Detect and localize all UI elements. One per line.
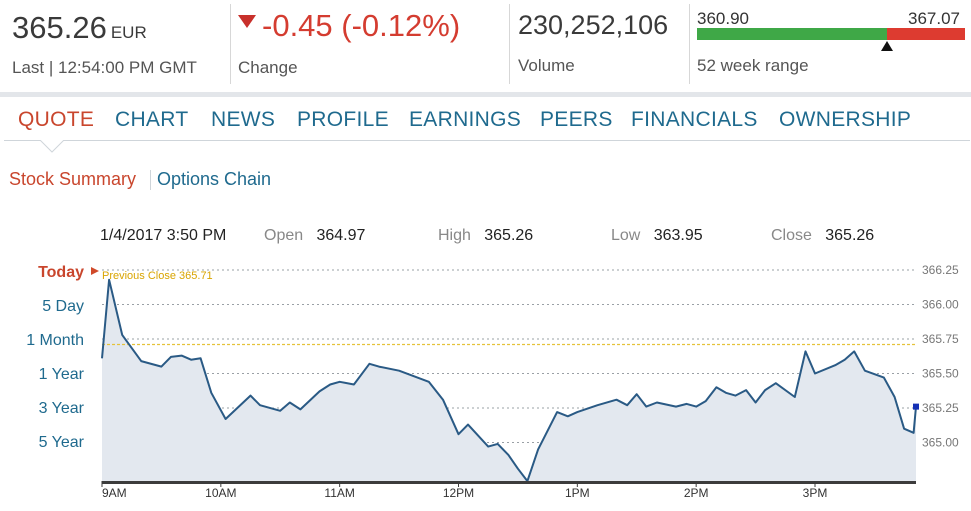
range-1-year[interactable]: 1 Year — [38, 366, 84, 383]
ohlc-open: Open 364.97 — [264, 227, 365, 245]
header-divider — [689, 4, 690, 84]
range-today[interactable]: Today — [38, 264, 84, 281]
header-divider — [230, 4, 231, 84]
tab-profile[interactable]: PROFILE — [297, 108, 389, 131]
close-value: 365.26 — [825, 227, 875, 244]
price-value: 365.26 — [12, 10, 107, 45]
price-area-fill — [102, 279, 916, 482]
x-tick-label: 9AM — [102, 486, 127, 500]
subtab-options-chain[interactable]: Options Chain — [157, 169, 272, 189]
ohlc-close: Close 365.26 — [771, 227, 874, 245]
y-tick-label: 365.50 — [922, 367, 959, 381]
tab-financials[interactable]: FINANCIALS — [631, 108, 758, 131]
change-label: Change — [238, 58, 298, 77]
tab-ownership[interactable]: OWNERSHIP — [779, 108, 912, 131]
volume-value: 230,252,106 — [518, 10, 669, 40]
ohlc-high: High 365.26 — [438, 227, 533, 245]
ohlc-datetime: 1/4/2017 3:50 PM — [100, 227, 226, 245]
range-bar-low-segment — [697, 28, 888, 40]
y-tick-label: 365.00 — [922, 436, 959, 450]
y-tick-label: 365.25 — [922, 401, 959, 415]
previous-close-label: Previous Close 365.71 — [102, 270, 213, 282]
x-tick-label: 2PM — [684, 486, 709, 500]
previous-close-arrow-icon — [91, 267, 99, 275]
price-change: -0.45 (-0.12%) — [238, 8, 460, 44]
header-divider — [509, 4, 510, 84]
range-position-marker-icon — [881, 41, 894, 51]
y-tick-label: 366.25 — [922, 263, 959, 277]
tab-chart[interactable]: CHART — [115, 108, 189, 131]
range-5-year[interactable]: 5 Year — [38, 434, 84, 451]
x-tick-label: 12PM — [443, 486, 474, 500]
last-price-marker — [913, 403, 919, 410]
close-label: Close — [771, 227, 812, 244]
x-tick-label: 3PM — [803, 486, 828, 500]
y-tick-label: 365.75 — [922, 332, 959, 346]
volume-label: Volume — [518, 56, 575, 75]
tab-quote[interactable]: QUOTE — [18, 108, 95, 131]
range-3-year[interactable]: 3 Year — [38, 400, 84, 417]
week52-range-bar — [697, 28, 965, 40]
high-value: 365.26 — [484, 227, 534, 244]
quote-header: 365.26 EUR Last | 12:54:00 PM GMT -0.45 (… — [0, 0, 971, 90]
range-high: 367.07 — [908, 9, 960, 28]
x-tick-label: 1PM — [565, 486, 590, 500]
y-tick-label: 366.00 — [922, 298, 959, 312]
open-label: Open — [264, 227, 304, 244]
x-axis-line — [102, 481, 916, 484]
tab-peers[interactable]: PEERS — [540, 108, 613, 131]
subtab-stock-summary[interactable]: Stock Summary — [9, 169, 137, 189]
ohlc-datetime-value: 1/4/2017 3:50 PM — [100, 227, 227, 244]
range-1-month[interactable]: 1 Month — [26, 332, 84, 349]
quote-tabs: QUOTE CHART NEWS PROFILE EARNINGS PEERS … — [0, 108, 971, 142]
change-value: -0.45 (-0.12%) — [262, 8, 461, 43]
active-tab-caret-icon — [40, 140, 64, 153]
subtab-separator — [150, 170, 151, 190]
currency-code: EUR — [110, 23, 147, 42]
range-bar-high-segment — [887, 28, 965, 40]
range-label: 52 week range — [697, 56, 809, 75]
tabs-rule — [4, 140, 970, 141]
high-label: High — [438, 227, 471, 244]
down-arrow-icon — [238, 14, 256, 28]
x-tick-label: 10AM — [205, 486, 236, 500]
tab-news[interactable]: NEWS — [211, 108, 276, 131]
range-low: 360.90 — [697, 9, 749, 28]
low-value: 363.95 — [653, 227, 703, 244]
tab-earnings[interactable]: EARNINGS — [409, 108, 522, 131]
x-tick-label: 11AM — [324, 486, 354, 500]
range-5-day[interactable]: 5 Day — [42, 298, 84, 315]
low-label: Low — [611, 227, 641, 244]
header-rule — [0, 92, 971, 97]
ohlc-low: Low 363.95 — [611, 227, 703, 245]
price-line — [101, 278, 917, 483]
intraday-price-chart: 366.25 366.00 365.75 365.50 365.25 365.00 Prev… — [91, 263, 959, 500]
last-trade-time: Last | 12:54:00 PM GMT — [12, 58, 197, 77]
last-price: 365.26 EUR — [12, 10, 147, 46]
open-value: 364.97 — [316, 227, 366, 244]
